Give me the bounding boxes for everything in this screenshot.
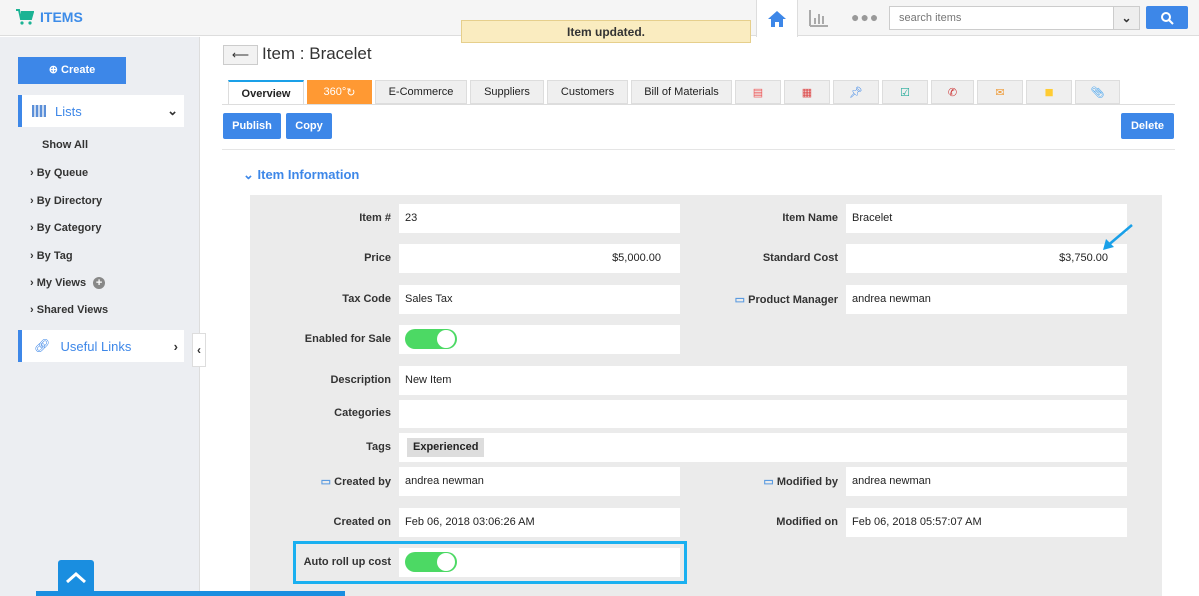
auto-roll-up-cost-label: Auto roll up cost — [303, 556, 391, 568]
tax-code-label: Tax Code — [342, 293, 391, 305]
price-field[interactable]: $5,000.00 — [399, 244, 680, 273]
tags-field[interactable]: Experienced — [399, 433, 1127, 462]
divider — [222, 149, 1175, 150]
modified-by-label: ▭ Modified by — [763, 476, 838, 488]
description-field[interactable]: New Item — [399, 366, 1127, 395]
attachment-icon[interactable]: 📎︎ — [1075, 80, 1120, 104]
tab-suppliers[interactable]: Suppliers — [470, 80, 544, 104]
categories-field[interactable] — [399, 400, 1127, 428]
back-button[interactable]: ⟵ — [223, 45, 258, 65]
item-name-label: Item Name — [782, 212, 838, 224]
product-manager-label: ▭ Product Manager — [734, 294, 838, 306]
item-name-field[interactable]: Bracelet — [846, 204, 1127, 233]
section-item-information[interactable]: ⌄ Item Information — [243, 167, 360, 182]
product-manager-field[interactable]: andrea newman — [846, 285, 1127, 314]
created-on-field: Feb 06, 2018 03:06:26 AM — [399, 508, 680, 537]
search-button[interactable] — [1146, 6, 1188, 29]
auto-roll-up-cost-toggle[interactable] — [405, 552, 457, 572]
item-no-field[interactable]: 23 — [399, 204, 680, 233]
sidebar-item-by-directory[interactable]: › By Directory — [30, 195, 103, 207]
add-view-icon[interactable]: + — [93, 277, 106, 289]
contact-card-icon[interactable]: ▭ — [763, 476, 774, 488]
sidebar-item-by-category[interactable]: › By Category — [30, 222, 102, 234]
tab-bill-of-materials[interactable]: Bill of Materials — [631, 80, 732, 104]
sidebar-useful-links[interactable]: 🔗︎ Useful Links › — [18, 330, 184, 362]
reports-icon[interactable] — [808, 8, 828, 31]
bottom-panel-bar[interactable] — [36, 591, 345, 596]
task-icon[interactable]: ☑ — [882, 80, 928, 104]
page-title: Item : Bracelet — [262, 44, 372, 63]
note-icon[interactable]: ■ — [1026, 80, 1072, 104]
link-icon: 🔗︎ — [34, 338, 51, 353]
collapse-sidebar-button[interactable]: ‹ — [192, 333, 206, 367]
app-title: ITEMS — [40, 9, 83, 25]
enabled-for-sale-field — [399, 325, 680, 354]
standard-cost-label: Standard Cost — [762, 252, 838, 264]
tab-e-commerce[interactable]: E-Commerce — [375, 80, 467, 104]
created-on-label: Created on — [333, 516, 391, 528]
search-box[interactable]: ⌄ — [889, 6, 1140, 30]
sidebar-item-show-all[interactable]: Show All — [42, 139, 89, 151]
chevron-right-icon: › — [173, 338, 178, 354]
sidebar-lists[interactable]: Lists ⌄ — [18, 95, 184, 127]
sidebar-item-shared-views[interactable]: › Shared Views — [30, 304, 109, 316]
tags-label: Tags — [366, 441, 391, 453]
highlight-box — [293, 541, 687, 584]
modified-by-field: andrea newman — [846, 467, 1127, 496]
sidebar — [0, 37, 200, 596]
chevron-down-icon[interactable]: ⌄ — [1113, 7, 1139, 29]
price-label: Price — [364, 252, 391, 264]
plus-circle-icon: ⊕ — [48, 64, 58, 76]
created-by-field: andrea newman — [399, 467, 680, 496]
contact-card-icon[interactable]: ▭ — [320, 476, 332, 488]
copy-button[interactable]: Copy — [286, 113, 332, 139]
scroll-up-button[interactable] — [58, 560, 94, 596]
auto-roll-up-cost-field — [399, 548, 680, 577]
toast-message: Item updated. — [461, 20, 751, 43]
create-button[interactable]: ⊕ Create — [18, 57, 126, 84]
categories-label: Categories — [334, 407, 391, 419]
publish-button[interactable]: Publish — [223, 113, 281, 139]
invoice-icon[interactable]: ▤ — [735, 80, 781, 104]
arrow-annotation-icon — [1103, 224, 1133, 250]
app-logo[interactable]: ITEMS — [16, 9, 83, 25]
contact-card-icon[interactable]: ▭ — [734, 294, 746, 306]
sidebar-item-by-tag[interactable]: › By Tag — [30, 250, 73, 262]
tab-overview[interactable]: Overview — [228, 80, 304, 105]
sidebar-item-by-queue[interactable]: › By Queue — [30, 167, 89, 179]
table-icon — [32, 105, 46, 117]
call-icon[interactable]: ✆ — [931, 80, 974, 104]
email-icon[interactable]: ✉ — [977, 80, 1023, 104]
tab-360[interactable]: 360° ↻ — [307, 80, 372, 104]
search-icon — [1161, 12, 1174, 25]
tab-divider — [222, 104, 1175, 105]
enabled-for-sale-toggle[interactable] — [405, 329, 457, 349]
pin-icon[interactable]: 📌︎ — [833, 80, 879, 104]
created-by-label: ▭ Created by — [320, 476, 391, 488]
search-input[interactable] — [890, 7, 1113, 29]
calendar-icon[interactable]: ▦ — [784, 80, 830, 104]
enabled-for-sale-label: Enabled for Sale — [304, 333, 391, 345]
delete-button[interactable]: Delete — [1121, 113, 1174, 139]
tax-code-field[interactable]: Sales Tax — [399, 285, 680, 314]
sidebar-item-my-views[interactable]: › My Views + — [30, 277, 106, 289]
description-label: Description — [330, 374, 391, 386]
more-icon[interactable]: ●●● — [851, 9, 880, 25]
home-icon — [768, 10, 786, 27]
cart-icon — [16, 9, 34, 25]
chevron-down-icon[interactable]: ⌄ — [167, 103, 178, 118]
chevron-up-icon — [66, 571, 86, 584]
tag-chip[interactable]: Experienced — [407, 438, 485, 457]
home-button[interactable] — [756, 0, 798, 37]
modified-on-field: Feb 06, 2018 05:57:07 AM — [846, 508, 1127, 537]
tab-customers[interactable]: Customers — [547, 80, 628, 104]
item-no-label: Item # — [359, 212, 391, 224]
modified-on-label: Modified on — [776, 516, 838, 528]
standard-cost-field[interactable]: $3,750.00 — [846, 244, 1127, 273]
